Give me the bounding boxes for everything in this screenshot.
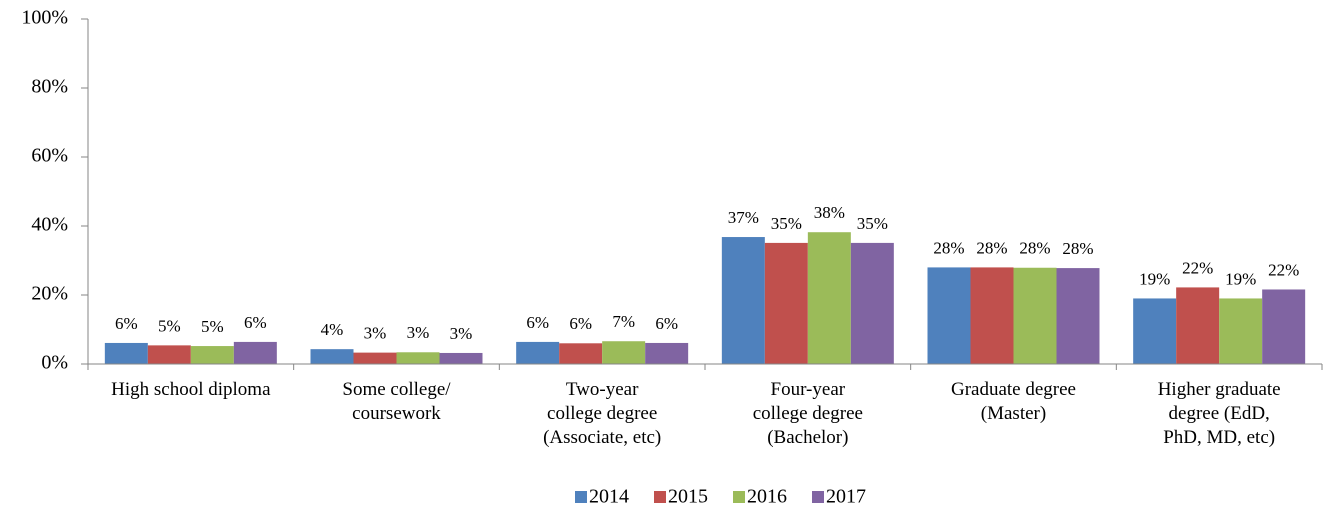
x-tick-label: Higher graduate degree (EdD, PhD, MD, et… (1157, 379, 1281, 448)
bar (970, 267, 1014, 364)
bar (104, 342, 148, 364)
bar (850, 242, 894, 364)
value-label: 22% (1182, 258, 1213, 277)
legend-label: 2016 (747, 486, 787, 508)
bar (764, 242, 808, 364)
bar (1262, 289, 1306, 364)
value-label: 6% (115, 314, 138, 333)
value-label: 19% (1225, 269, 1256, 288)
bar (927, 267, 971, 364)
x-tick-label: Some college/ coursework (342, 379, 451, 424)
legend-swatch (812, 491, 824, 503)
bar (353, 352, 397, 364)
x-tick-label: High school diploma (111, 379, 271, 400)
y-tick-label: 40% (31, 214, 68, 236)
bar (602, 341, 646, 364)
bar (516, 341, 560, 364)
value-label: 19% (1139, 269, 1170, 288)
bar (807, 232, 851, 364)
bar (645, 342, 689, 364)
bar (439, 352, 483, 364)
bar (1219, 298, 1263, 364)
value-label: 22% (1268, 260, 1299, 279)
y-tick-label: 0% (41, 352, 68, 374)
value-label: 6% (244, 313, 267, 332)
y-tick-label: 60% (31, 145, 68, 167)
value-label: 38% (814, 203, 845, 222)
value-label: 35% (857, 214, 888, 233)
value-label: 35% (771, 214, 802, 233)
value-label: 3% (407, 323, 430, 342)
value-label: 28% (933, 238, 964, 257)
x-tick-label: Four-year college degree (Bachelor) (752, 379, 863, 448)
legend-swatch (733, 491, 745, 503)
bar (190, 346, 234, 364)
value-label: 6% (526, 313, 549, 332)
legend-swatch (575, 491, 587, 503)
bar (1133, 298, 1177, 364)
y-tick-label: 20% (31, 283, 68, 305)
value-label: 7% (612, 312, 635, 331)
value-label: 5% (158, 316, 181, 335)
bar (721, 237, 765, 364)
value-label: 5% (201, 317, 224, 336)
bar (310, 349, 354, 364)
value-label: 3% (364, 324, 387, 343)
value-label: 28% (1019, 239, 1050, 258)
x-tick-label: Two-year college degree (Associate, etc) (543, 379, 662, 448)
bar (1056, 268, 1100, 364)
bar (233, 341, 277, 364)
legend-label: 2014 (589, 486, 629, 508)
legend-label: 2017 (826, 486, 866, 508)
bar (1176, 287, 1220, 364)
legend-label: 2015 (668, 486, 708, 508)
bar (559, 343, 603, 364)
x-tick-label: Graduate degree (Master) (950, 379, 1076, 424)
value-label: 3% (450, 324, 473, 343)
value-label: 6% (569, 314, 592, 333)
value-label: 28% (976, 238, 1007, 257)
value-label: 4% (321, 320, 344, 339)
value-label: 6% (655, 314, 678, 333)
y-tick-label: 80% (31, 76, 68, 98)
y-tick-label: 100% (21, 7, 68, 29)
legend-swatch (654, 491, 666, 503)
value-label: 37% (728, 208, 759, 227)
value-label: 28% (1062, 239, 1093, 258)
bar (147, 345, 191, 364)
bar (396, 352, 440, 364)
bar (1013, 267, 1057, 364)
